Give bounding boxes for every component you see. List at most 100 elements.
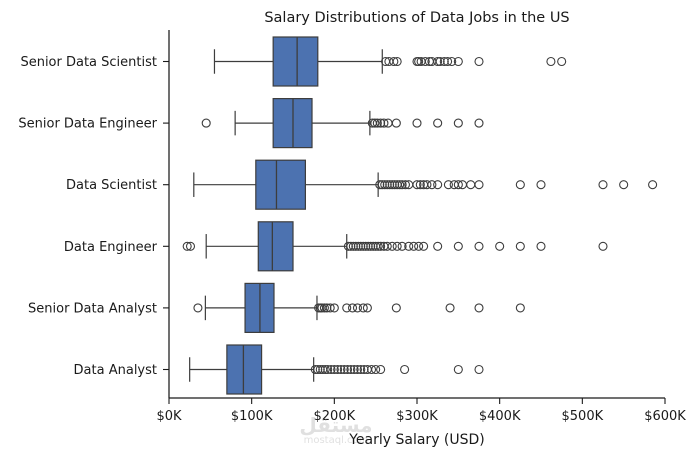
outlier-point [397, 241, 407, 251]
x-tick-label: $100K [231, 409, 273, 424]
outlier-point [598, 180, 608, 190]
outlier-point [474, 118, 484, 128]
outlier-point [389, 56, 399, 67]
outlier-point [319, 303, 329, 313]
outlier-point [366, 241, 376, 251]
outlier-point [368, 241, 378, 251]
y-tick-label: Senior Data Analyst [28, 301, 157, 316]
plot-area [182, 36, 658, 395]
outlier-point [414, 241, 424, 251]
outlier-point [387, 241, 397, 251]
outlier-point [343, 364, 353, 375]
outlier-point [427, 180, 437, 190]
outlier-point [447, 56, 457, 67]
outlier-point [353, 241, 363, 251]
outlier-point [326, 364, 336, 375]
outlier-point [320, 364, 330, 375]
box-group-senior-data-scientist [213, 36, 567, 87]
outlier-point [313, 364, 323, 375]
outlier-point [347, 303, 358, 313]
outlier-point [373, 241, 383, 251]
outlier-point [371, 364, 381, 375]
outlier-point [536, 241, 546, 251]
outlier-point [453, 118, 463, 128]
outlier-point [598, 241, 608, 251]
iqr-box [255, 159, 307, 210]
iqr-box [272, 36, 319, 87]
outlier-point [445, 303, 455, 313]
watermark-logo-text: مستقل [299, 413, 372, 437]
outlier-point [385, 180, 395, 190]
outlier-point [391, 118, 401, 128]
outlier-point [619, 180, 629, 190]
outlier-point [339, 364, 349, 375]
outlier-point [453, 180, 463, 190]
outlier-point [474, 303, 484, 313]
outlier-point [315, 364, 325, 375]
outlier-point [382, 241, 392, 251]
outlier-point [185, 241, 196, 251]
outlier-point [422, 180, 432, 190]
outlier-point [474, 180, 484, 190]
box-group-senior-data-engineer [201, 97, 484, 149]
outlier-point [333, 364, 343, 375]
outlier-point [474, 241, 484, 251]
outlier-point [453, 241, 463, 251]
x-tick-label: $400K [479, 409, 521, 424]
outlier-point [310, 364, 320, 375]
box-group-data-scientist [193, 159, 658, 210]
outlier-point [466, 180, 476, 190]
outlier-point [392, 241, 402, 251]
outlier-point [536, 180, 546, 190]
outlier-point [391, 303, 401, 313]
outlier-point [419, 241, 429, 251]
outlier-point [435, 56, 445, 67]
outlier-point [415, 180, 425, 190]
outlier-point [412, 118, 422, 128]
outlier-point [372, 118, 382, 128]
outlier-point [443, 56, 453, 67]
outlier-point [380, 180, 390, 190]
outlier-point [342, 303, 352, 313]
y-tick-label: Senior Data Engineer [18, 117, 157, 132]
outlier-point [343, 241, 353, 251]
outlier-point [557, 56, 567, 67]
outlier-point [201, 118, 211, 128]
y-tick-label: Data Analyst [74, 363, 157, 378]
y-tick-label: Senior Data Scientist [20, 55, 157, 70]
outlier-point [356, 241, 366, 251]
outlier-point [439, 56, 449, 67]
outlier-point [356, 364, 366, 375]
watermark-domain-text: mostaql.com [304, 435, 369, 446]
outlier-point [349, 364, 359, 375]
outlier-point [515, 241, 525, 251]
outlier-point [358, 241, 368, 251]
outlier-point [433, 180, 443, 190]
outlier-point [322, 303, 332, 313]
outlier-point [495, 241, 505, 251]
outlier-point [414, 56, 424, 67]
y-tick-label: Data Scientist [66, 178, 157, 193]
outlier-point [336, 364, 346, 375]
outlier-point [376, 364, 386, 375]
outlier-point [395, 180, 405, 190]
x-tick-label: $500K [562, 409, 604, 424]
outlier-point [370, 118, 380, 128]
y-tick-label: Data Engineer [64, 240, 158, 255]
outlier-point [433, 118, 443, 128]
outlier-point [400, 364, 410, 375]
outlier-point [346, 364, 356, 375]
outlier-point [329, 303, 339, 313]
outlier-point [359, 364, 369, 375]
x-tick-label: $300K [396, 409, 438, 424]
outlier-point [515, 303, 525, 313]
outlier-point [375, 180, 385, 190]
chart-title: Salary Distributions of Data Jobs in the… [264, 10, 569, 26]
outlier-point [329, 364, 339, 375]
outlier-point [474, 56, 484, 67]
outlier-point [546, 56, 556, 67]
outlier-point [474, 364, 484, 375]
outlier-point [376, 118, 386, 128]
outlier-point [443, 180, 453, 190]
outlier-point [348, 241, 358, 251]
